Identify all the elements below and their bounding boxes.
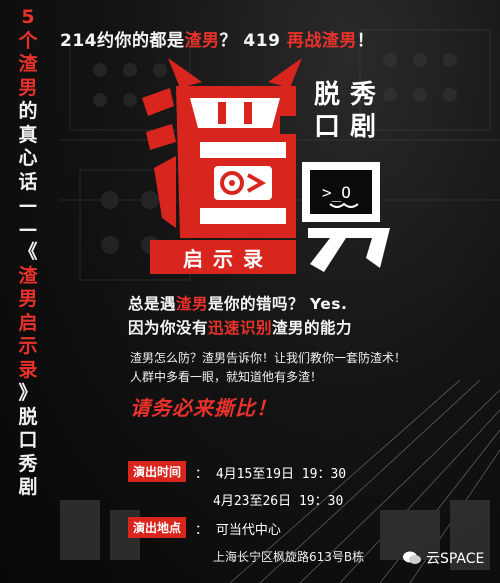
headline-text: ？ 419 [219, 31, 287, 51]
venue-address: 上海长宁区枫旋路613号B栋 [213, 550, 365, 564]
tagline-1: 总是遇渣男是你的错吗？ Yes. [128, 292, 500, 314]
vertical-title-char: 话 [18, 170, 38, 193]
call-to-action: 请务必来撕比！ [130, 396, 277, 420]
vertical-title-char: 男 [18, 76, 38, 99]
vertical-title-char: 《 [18, 241, 38, 263]
venue-label: 演出地点 [128, 517, 187, 538]
vertical-title-char: 口 [18, 429, 38, 451]
zhanan-logo: >_O 脱 秀 口 剧 [140, 58, 400, 278]
headline-highlight: 再战渣男 [286, 31, 357, 51]
show-time-2: 4月23至26日 19：30 [213, 494, 344, 509]
vertical-title: 5 个渣男的真心话 — — 《渣男启示录》脱口秀剧 [0, 0, 56, 583]
headline-text: ！ [356, 31, 375, 51]
tagline-text: 因为你没有 [128, 319, 209, 337]
tuokou-title: 脱 秀 口 剧 [314, 80, 384, 142]
qishilu-badge: 启示录 [150, 240, 296, 274]
right-horn-icon [268, 58, 302, 88]
tagline-highlight: 迅速识别 [208, 319, 273, 337]
show-time-1: ： 4月15至19日 19：30 [195, 467, 347, 482]
vertical-title-char: 男 [18, 288, 38, 310]
headline-highlight: 渣男 [184, 31, 220, 51]
vertical-title-char: 真 [18, 123, 38, 146]
vertical-title-char: 个 [18, 29, 38, 52]
tagline-text: 是你的错吗？ Yes. [208, 295, 348, 313]
show-time-label: 演出时间 [128, 461, 187, 482]
vertical-title-char: 》 [18, 382, 38, 404]
description-line-2: 人群中多看一眼，就知道他有多渣！ [130, 370, 323, 384]
left-horn-icon [168, 58, 202, 88]
vertical-title-char: 脱 [18, 405, 38, 428]
headline-text: 214约你的都是 [60, 31, 185, 51]
wechat-icon [403, 551, 421, 564]
tuokou-char: 剧 [350, 112, 377, 142]
svg-text:>_O: >_O [322, 183, 351, 202]
vertical-title-char: 剧 [18, 476, 38, 498]
vertical-title-char: — [18, 217, 38, 240]
headline: 214约你的都是渣男？ 419 再战渣男！ [60, 26, 500, 51]
tagline-text: 渣男的能力 [272, 319, 353, 337]
vertical-title-char: 录 [18, 358, 38, 381]
watermark: 云SPACE [402, 548, 484, 568]
vertical-title-char: 渣 [18, 264, 38, 287]
tagline-highlight: 渣男 [176, 295, 209, 313]
vertical-title-char: — [18, 194, 38, 216]
tuokou-char: 脱 [314, 80, 341, 110]
tuokou-char: 口 [314, 112, 341, 142]
description-line-1: 渣男怎么防？渣男告诉你！让我们教你一套防渣术！ [130, 351, 407, 365]
tuokou-char: 秀 [350, 80, 377, 110]
vertical-title-char: 5 [21, 6, 35, 28]
vertical-title-char: 示 [18, 335, 38, 357]
logo-artwork: >_O [142, 58, 390, 272]
vertical-title-char: 心 [18, 147, 38, 169]
venue-name: ： 可当代中心 [195, 523, 281, 538]
light-streaks-decoration [60, 380, 500, 583]
vertical-title-char: 启 [18, 311, 38, 334]
vertical-title-char: 秀 [18, 452, 38, 475]
vertical-title-char: 渣 [18, 53, 38, 75]
tagline-text: 总是遇 [128, 295, 177, 313]
vertical-title-char: 的 [18, 100, 38, 122]
tagline-2: 因为你没有迅速识别渣男的能力 [128, 316, 500, 338]
watermark-text: 云SPACE [426, 551, 485, 567]
